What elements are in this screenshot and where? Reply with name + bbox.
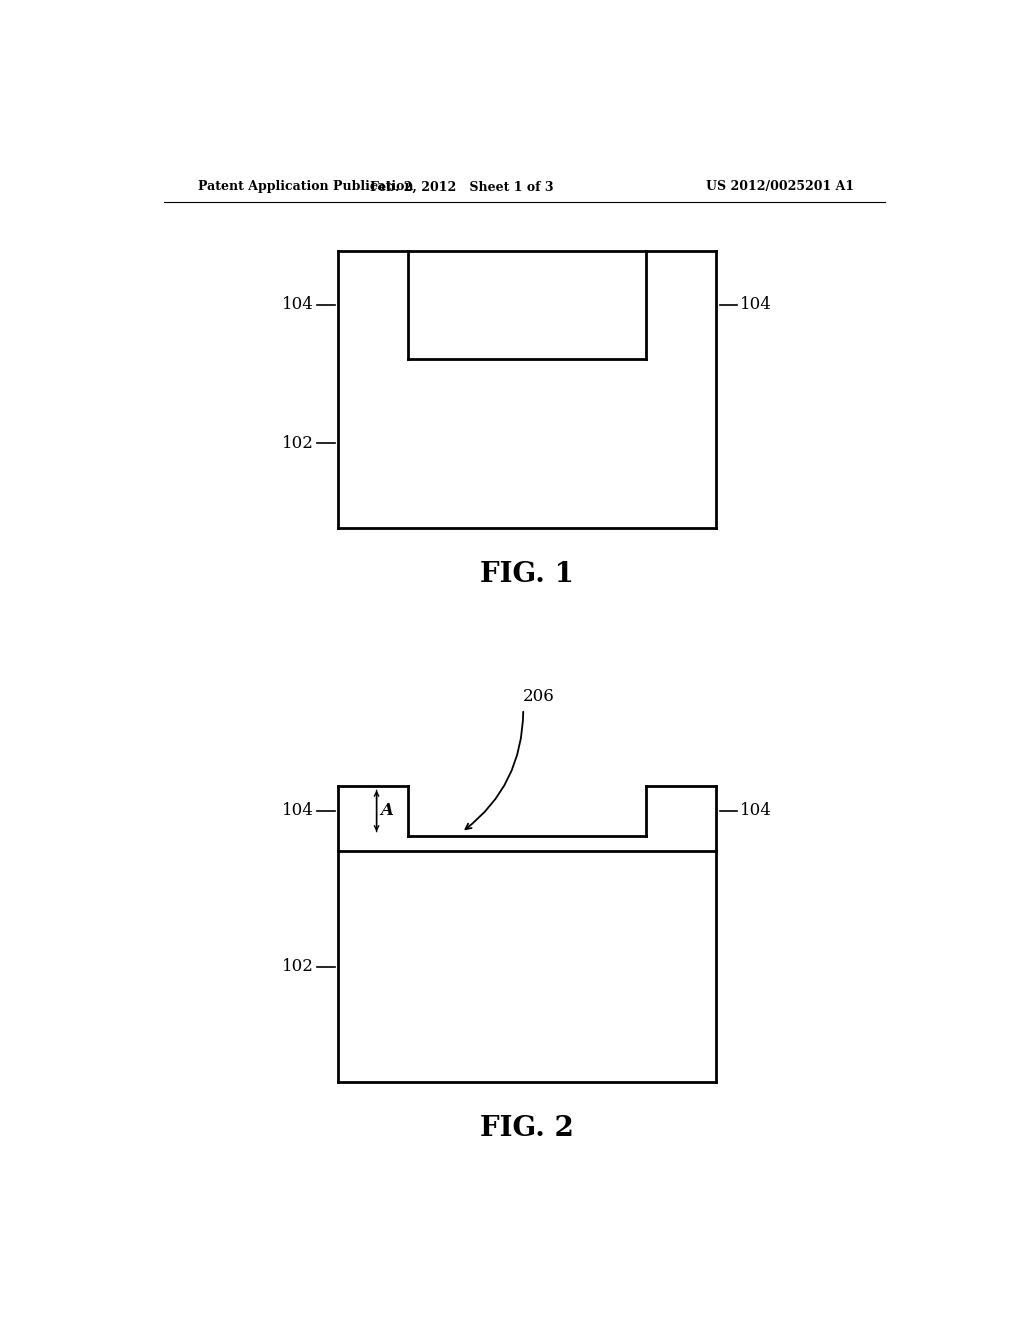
Text: 102: 102 [282,958,313,975]
Text: 102: 102 [282,434,313,451]
Text: Patent Application Publication: Patent Application Publication [199,181,414,194]
Text: FIG. 1: FIG. 1 [480,561,574,587]
Text: US 2012/0025201 A1: US 2012/0025201 A1 [707,181,854,194]
Text: 104: 104 [740,803,772,820]
Text: 104: 104 [282,296,313,313]
Text: 104: 104 [740,296,772,313]
Text: 206: 206 [523,688,555,705]
Text: 104: 104 [282,803,313,820]
Text: A: A [381,803,393,820]
Text: Feb. 2, 2012   Sheet 1 of 3: Feb. 2, 2012 Sheet 1 of 3 [370,181,553,194]
Text: FIG. 2: FIG. 2 [480,1115,574,1142]
